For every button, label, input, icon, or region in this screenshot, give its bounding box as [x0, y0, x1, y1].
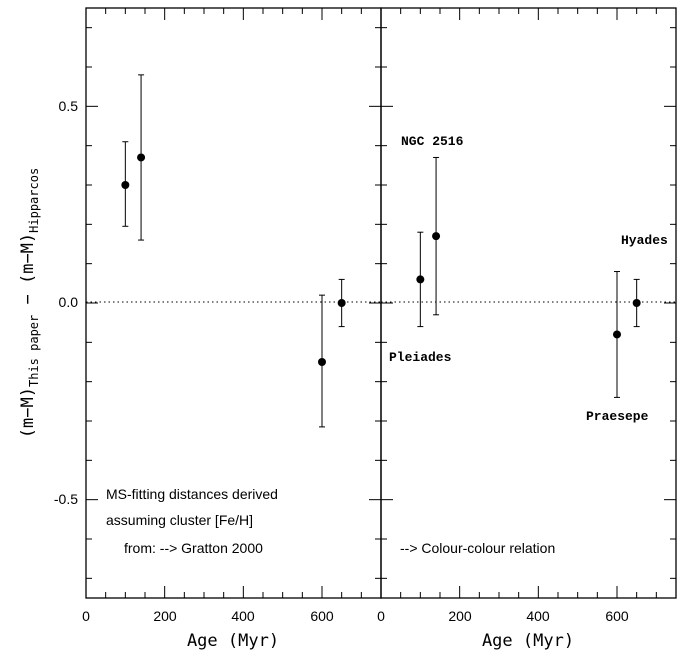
data-point-group [137, 74, 146, 241]
data-point [337, 299, 346, 307]
left-panel-frame [85, 7, 382, 599]
y-tick-label-0.5: 0.5 [59, 98, 79, 114]
data-point [613, 330, 621, 339]
left-points [121, 74, 346, 428]
y-tick-label--0.5: -0.5 [54, 491, 78, 507]
left-ticks [85, 8, 382, 598]
right-panel: 0 200 400 600 Age (Myr) --> Colour-colou… [377, 7, 677, 651]
label-ngc-2516: NGC 2516 [401, 134, 464, 149]
data-point-group [337, 278, 346, 328]
right-x-tick-label-600: 600 [605, 608, 629, 624]
left-x-tick-label-600: 600 [310, 608, 334, 624]
data-point-group [121, 141, 130, 227]
left-panel: 0.5 0.0 -0.5 0 200 400 600 Age (Myr) MS-… [18, 7, 382, 651]
right-points [416, 156, 641, 398]
data-point [416, 275, 425, 284]
y-axis-title: (m−M)This paper − (m−M)Hipparcos [18, 168, 41, 438]
right-x-tick-label-0: 0 [377, 608, 385, 624]
data-point-group [318, 294, 326, 428]
left-x-tick-label-0: 0 [82, 608, 90, 624]
data-point-group [432, 156, 441, 316]
right-panel-frame [380, 7, 677, 599]
label-pleiades: Pleiades [389, 350, 452, 365]
data-point [318, 358, 326, 366]
left-note-line-2: assuming cluster [Fe/H] [106, 512, 253, 528]
data-point-group [632, 278, 641, 328]
left-note-line-1: MS-fitting distances derived [106, 486, 278, 502]
data-point-group [613, 271, 621, 398]
data-point [137, 153, 146, 162]
data-point [632, 299, 641, 307]
left-x-axis-title: Age (Myr) [187, 631, 279, 651]
left-x-tick-label-400: 400 [231, 608, 255, 624]
label-praesepe: Praesepe [586, 409, 649, 424]
right-ticks [380, 8, 677, 598]
left-x-tick-label-200: 200 [153, 608, 177, 624]
data-point-group [416, 231, 425, 328]
data-point [432, 232, 441, 241]
label-hyades: Hyades [621, 233, 668, 248]
y-tick-label-0.0: 0.0 [59, 294, 79, 310]
right-x-axis-title: Age (Myr) [482, 631, 574, 651]
data-point [121, 181, 130, 189]
right-x-tick-label-400: 400 [526, 608, 550, 624]
right-note: --> Colour-colour relation [400, 540, 555, 556]
right-x-tick-label-200: 200 [448, 608, 472, 624]
left-note-line-3: from: --> Gratton 2000 [124, 540, 263, 556]
